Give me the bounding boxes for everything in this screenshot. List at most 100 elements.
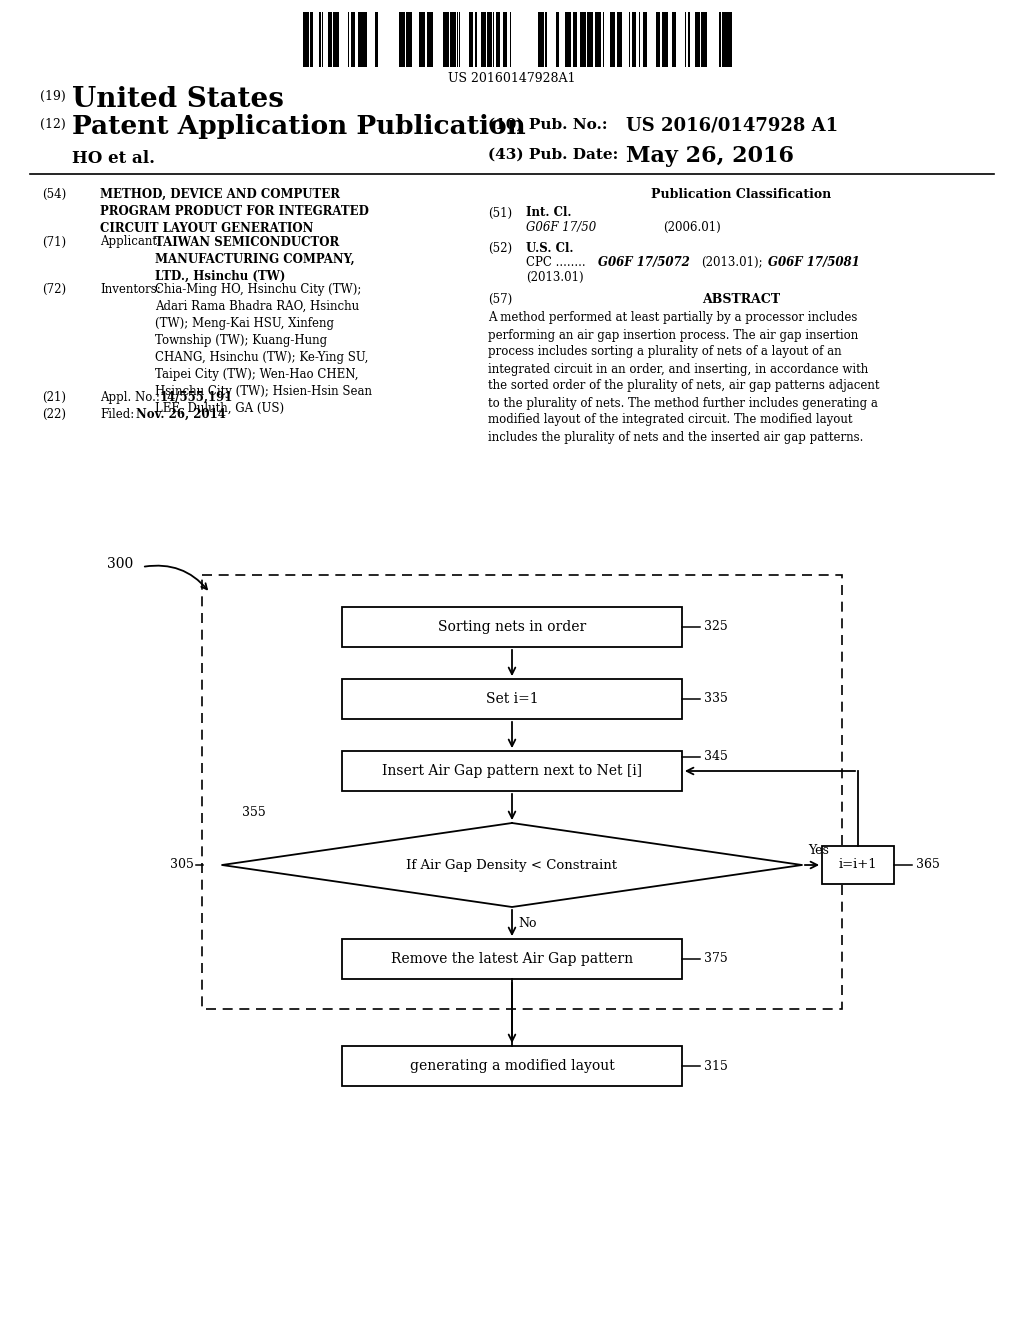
- Bar: [588, 12, 593, 67]
- Bar: [398, 12, 404, 67]
- Bar: [342, 607, 682, 647]
- Text: Appl. No.:: Appl. No.:: [100, 391, 160, 404]
- Text: Chia-Ming HO, Hsinchu City (TW);
Adari Rama Bhadra RAO, Hsinchu
(TW); Meng-Kai H: Chia-Ming HO, Hsinchu City (TW); Adari R…: [155, 282, 372, 414]
- Text: HO et al.: HO et al.: [72, 150, 155, 168]
- Bar: [496, 12, 500, 67]
- Bar: [469, 12, 473, 67]
- Bar: [822, 846, 894, 884]
- Text: (21): (21): [42, 391, 66, 404]
- Text: Nov. 26, 2014: Nov. 26, 2014: [136, 408, 226, 421]
- Bar: [655, 12, 660, 67]
- Text: 335: 335: [705, 693, 728, 705]
- Bar: [342, 751, 682, 791]
- Text: Filed:: Filed:: [100, 408, 134, 421]
- Text: Insert Air Gap pattern next to Net [i]: Insert Air Gap pattern next to Net [i]: [382, 764, 642, 777]
- Bar: [202, 576, 842, 1008]
- Bar: [580, 12, 586, 67]
- Text: If Air Gap Density < Constraint: If Air Gap Density < Constraint: [407, 858, 617, 871]
- Bar: [722, 12, 727, 67]
- Bar: [672, 12, 676, 67]
- Bar: [342, 1045, 682, 1086]
- Text: US 20160147928A1: US 20160147928A1: [449, 73, 575, 84]
- Bar: [319, 12, 321, 67]
- Bar: [503, 12, 507, 67]
- Bar: [443, 12, 449, 67]
- Text: 14/555,191: 14/555,191: [160, 391, 233, 404]
- Bar: [420, 12, 425, 67]
- Bar: [342, 939, 682, 979]
- Text: G06F 17/5072: G06F 17/5072: [598, 256, 690, 269]
- Text: Set i=1: Set i=1: [485, 692, 539, 706]
- Text: A method performed at least partially by a processor includes
performing an air : A method performed at least partially by…: [488, 312, 880, 444]
- Bar: [694, 12, 697, 67]
- Bar: [510, 12, 511, 67]
- Bar: [303, 12, 309, 67]
- Text: 300: 300: [106, 557, 133, 572]
- Bar: [565, 12, 571, 67]
- Text: 325: 325: [705, 620, 728, 634]
- Bar: [629, 12, 630, 67]
- Bar: [643, 12, 647, 67]
- Bar: [662, 12, 668, 67]
- Text: TAIWAN SEMICONDUCTOR
MANUFACTURING COMPANY,
LTD., Hsinchu (TW): TAIWAN SEMICONDUCTOR MANUFACTURING COMPA…: [155, 235, 354, 282]
- Text: (10) Pub. No.:: (10) Pub. No.:: [488, 117, 607, 132]
- Bar: [457, 12, 458, 67]
- Bar: [602, 12, 604, 67]
- Bar: [375, 12, 378, 67]
- Text: 365: 365: [916, 858, 940, 871]
- Bar: [475, 12, 476, 67]
- Bar: [407, 12, 413, 67]
- Bar: [322, 12, 324, 67]
- Text: (71): (71): [42, 235, 67, 248]
- Text: Yes: Yes: [808, 843, 828, 857]
- Bar: [719, 12, 721, 67]
- Bar: [459, 12, 461, 67]
- Text: Patent Application Publication: Patent Application Publication: [72, 114, 525, 139]
- Bar: [450, 12, 456, 67]
- Bar: [310, 12, 313, 67]
- Bar: [556, 12, 559, 67]
- Text: (19): (19): [40, 90, 66, 103]
- Text: CPC ........: CPC ........: [526, 256, 586, 269]
- Text: (2013.01);: (2013.01);: [701, 256, 763, 269]
- Bar: [481, 12, 485, 67]
- Text: May 26, 2016: May 26, 2016: [626, 145, 794, 168]
- Text: Inventors:: Inventors:: [100, 282, 161, 296]
- Polygon shape: [222, 822, 802, 907]
- Text: (43) Pub. Date:: (43) Pub. Date:: [488, 148, 618, 162]
- Bar: [328, 12, 333, 67]
- Text: 355: 355: [242, 807, 266, 818]
- Bar: [639, 12, 640, 67]
- Bar: [727, 12, 732, 67]
- Bar: [698, 12, 699, 67]
- Text: 305: 305: [170, 858, 194, 871]
- Text: 345: 345: [705, 751, 728, 763]
- Bar: [572, 12, 578, 67]
- Bar: [595, 12, 601, 67]
- Text: (52): (52): [488, 242, 512, 255]
- Bar: [688, 12, 690, 67]
- Text: No: No: [518, 917, 537, 931]
- Text: US 2016/0147928 A1: US 2016/0147928 A1: [626, 116, 838, 135]
- Text: (54): (54): [42, 187, 67, 201]
- Text: (57): (57): [488, 293, 512, 306]
- Bar: [684, 12, 686, 67]
- Bar: [361, 12, 368, 67]
- Text: U.S. Cl.: U.S. Cl.: [526, 242, 573, 255]
- Text: generating a modified layout: generating a modified layout: [410, 1059, 614, 1073]
- Text: (2013.01): (2013.01): [526, 271, 584, 284]
- Text: (2006.01): (2006.01): [663, 220, 721, 234]
- Bar: [350, 12, 355, 67]
- Bar: [617, 12, 622, 67]
- Text: G06F 17/5081: G06F 17/5081: [768, 256, 860, 269]
- Text: (51): (51): [488, 206, 512, 219]
- Text: Int. Cl.: Int. Cl.: [526, 206, 571, 219]
- Text: G06F 17/50: G06F 17/50: [526, 220, 596, 234]
- Text: Sorting nets in order: Sorting nets in order: [438, 620, 586, 634]
- Bar: [342, 678, 682, 719]
- Text: United States: United States: [72, 86, 284, 114]
- Text: Applicant:: Applicant:: [100, 235, 161, 248]
- Text: Remove the latest Air Gap pattern: Remove the latest Air Gap pattern: [391, 952, 633, 966]
- Bar: [333, 12, 339, 67]
- Bar: [538, 12, 544, 67]
